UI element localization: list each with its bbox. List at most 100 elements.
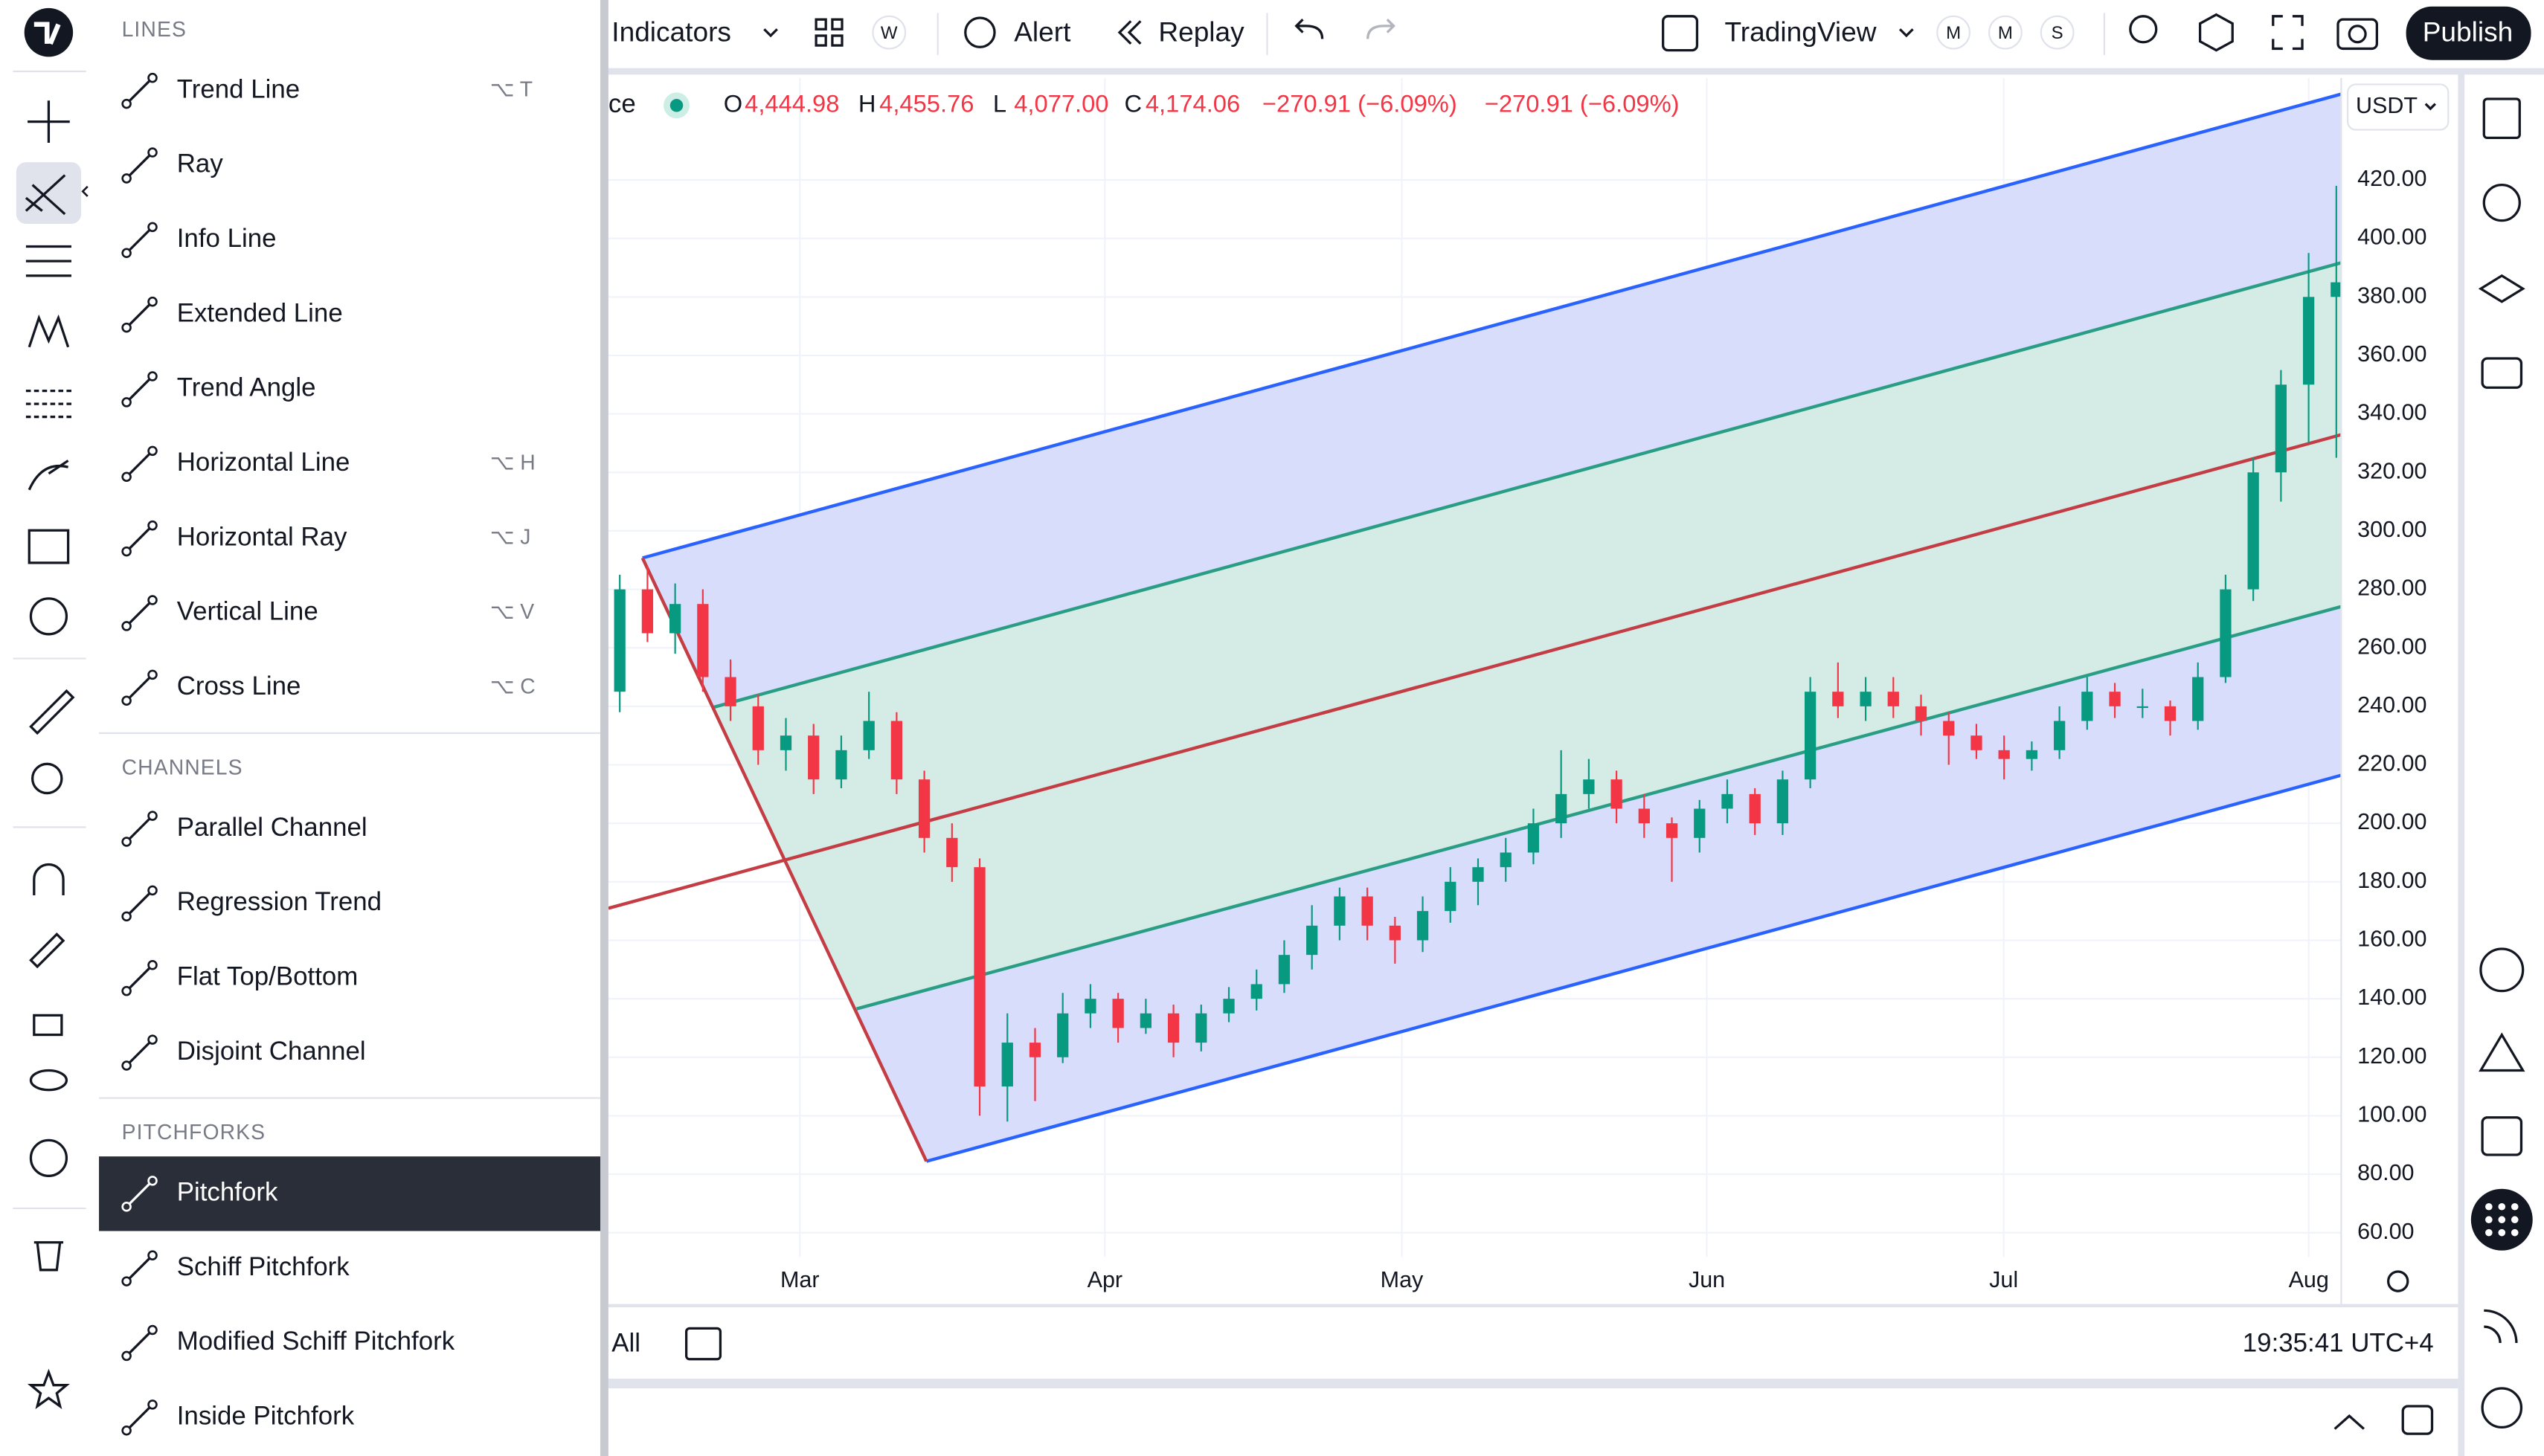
candle-body bbox=[1416, 911, 1429, 941]
screenshot-icon[interactable] bbox=[2336, 18, 2378, 51]
replay-icon[interactable] bbox=[1117, 20, 1142, 45]
maximize-panel[interactable] bbox=[2401, 1405, 2434, 1435]
help-icon[interactable] bbox=[2481, 1387, 2523, 1429]
axis-settings-icon[interactable] bbox=[2386, 1270, 2409, 1292]
lock-tool[interactable] bbox=[33, 1014, 63, 1037]
menu-item[interactable]: Vertical Line bbox=[177, 597, 318, 626]
stream-icon[interactable] bbox=[2484, 1309, 2518, 1344]
indicators-button[interactable]: Indicators bbox=[611, 16, 731, 48]
badge[interactable] bbox=[1936, 15, 1970, 50]
menu-item[interactable]: Trend Line bbox=[177, 74, 300, 103]
chat-icon[interactable] bbox=[2481, 357, 2523, 389]
alert-button[interactable]: Alert bbox=[1014, 16, 1071, 48]
badge-label[interactable]: M bbox=[1946, 23, 1961, 43]
ideas-icon[interactable] bbox=[2479, 1032, 2525, 1072]
menu-section-title: PITCHFORKS bbox=[122, 1121, 266, 1144]
chevron[interactable] bbox=[1898, 28, 1914, 38]
candle-body bbox=[1195, 1013, 1207, 1043]
menu-item[interactable]: Disjoint Channel bbox=[177, 1037, 366, 1066]
menu-item[interactable]: Horizontal Ray bbox=[177, 522, 347, 551]
redo-icon[interactable] bbox=[1366, 19, 1395, 39]
badge[interactable] bbox=[872, 15, 907, 50]
stay-drawing-tool[interactable] bbox=[29, 932, 65, 969]
badge-label[interactable]: W bbox=[881, 23, 898, 43]
expand-panel[interactable] bbox=[2333, 1414, 2365, 1430]
alert-icon[interactable] bbox=[964, 16, 996, 48]
candle-body bbox=[1361, 896, 1373, 926]
menu-item[interactable]: Trend Angle bbox=[177, 373, 316, 402]
fullscreen-icon[interactable] bbox=[2272, 15, 2304, 51]
candle-body bbox=[835, 750, 847, 780]
magnet-tool[interactable] bbox=[33, 863, 65, 895]
legend-low-label: L bbox=[993, 89, 1006, 117]
badge[interactable] bbox=[1988, 15, 2023, 50]
text-tool[interactable] bbox=[28, 529, 70, 564]
brush-tool[interactable] bbox=[28, 460, 69, 491]
menu-item[interactable]: Inside Pitchfork bbox=[177, 1402, 355, 1431]
candle-body bbox=[1610, 779, 1622, 809]
alerts-icon[interactable] bbox=[2482, 184, 2521, 222]
tool-icon-handle bbox=[147, 296, 158, 307]
watchlist-icon[interactable] bbox=[2482, 97, 2521, 140]
target-icon[interactable] bbox=[2479, 947, 2525, 993]
tool-icon-handle bbox=[147, 371, 158, 381]
menu-item[interactable]: Modified Schiff Pitchfork bbox=[177, 1327, 455, 1356]
tool-flyout[interactable] bbox=[81, 185, 89, 197]
badge[interactable] bbox=[2040, 15, 2075, 50]
menu-item[interactable]: Flat Top/Bottom bbox=[177, 961, 359, 990]
menu-item[interactable]: Horizontal Line bbox=[177, 448, 350, 477]
publish-button[interactable] bbox=[2406, 6, 2531, 60]
layers-icon[interactable] bbox=[2478, 274, 2525, 303]
currency-button[interactable] bbox=[2346, 83, 2450, 131]
tool-icon-handle bbox=[147, 1399, 158, 1410]
menu-item[interactable]: Extended Line bbox=[177, 298, 343, 327]
range-all[interactable]: All bbox=[611, 1328, 640, 1357]
layouts-icon[interactable] bbox=[815, 18, 844, 47]
badge-label[interactable]: M bbox=[1998, 23, 2013, 43]
menu-item[interactable]: Pitchfork bbox=[177, 1178, 278, 1207]
badge-label[interactable]: S bbox=[2052, 23, 2063, 43]
menu-item[interactable]: Cross Line bbox=[177, 671, 301, 700]
zoom-tool[interactable] bbox=[30, 762, 63, 795]
candle-body bbox=[2275, 384, 2287, 473]
cursor-tool[interactable] bbox=[28, 100, 70, 143]
tool-icon-handle bbox=[121, 173, 132, 184]
layout-name[interactable]: TradingView bbox=[1725, 16, 1877, 48]
tool-icon-handle bbox=[121, 1276, 132, 1286]
chevron[interactable] bbox=[763, 28, 778, 38]
fib-tool[interactable] bbox=[25, 245, 71, 277]
currency-label[interactable]: USDT bbox=[2356, 93, 2418, 118]
undo-icon[interactable] bbox=[1294, 19, 1324, 39]
measure-tool[interactable] bbox=[29, 689, 75, 735]
remove-tool[interactable] bbox=[33, 1241, 64, 1272]
replay-button[interactable]: Replay bbox=[1158, 16, 1244, 48]
calendar-icon[interactable] bbox=[2481, 1116, 2523, 1156]
legend-symbol: ce bbox=[608, 89, 636, 118]
icon-tool[interactable] bbox=[29, 597, 68, 636]
pitchfork-tool[interactable] bbox=[25, 174, 66, 216]
candle-body bbox=[918, 779, 931, 838]
tool-icon-handle bbox=[121, 322, 132, 333]
candle-body bbox=[2331, 282, 2342, 297]
favorites-tool[interactable] bbox=[27, 1368, 70, 1409]
pattern-tool[interactable] bbox=[28, 314, 70, 348]
settings-icon[interactable] bbox=[2198, 13, 2234, 52]
search-icon[interactable] bbox=[2129, 15, 2158, 44]
publish-label[interactable]: Publish bbox=[2423, 16, 2514, 48]
clock: 19:35:41 UTC+4 bbox=[2243, 1328, 2434, 1357]
price-tick-label: 180.00 bbox=[2357, 868, 2426, 893]
menu-item[interactable]: Ray bbox=[177, 149, 224, 178]
hide-tool[interactable] bbox=[29, 1069, 68, 1092]
price-tick-label: 140.00 bbox=[2357, 985, 2426, 1010]
candle-body bbox=[808, 735, 820, 780]
layout-icon[interactable] bbox=[1662, 15, 1699, 52]
object-tree-tool[interactable] bbox=[29, 1138, 68, 1177]
tool-icon-handle bbox=[121, 1201, 132, 1212]
candle-body bbox=[1140, 1013, 1151, 1028]
goto-date-icon[interactable] bbox=[684, 1327, 722, 1361]
candle-body bbox=[725, 677, 736, 706]
menu-item[interactable]: Schiff Pitchfork bbox=[177, 1252, 350, 1281]
menu-item[interactable]: Parallel Channel bbox=[177, 813, 367, 842]
menu-item[interactable]: Info Line bbox=[177, 224, 277, 253]
menu-item[interactable]: Regression Trend bbox=[177, 887, 382, 916]
